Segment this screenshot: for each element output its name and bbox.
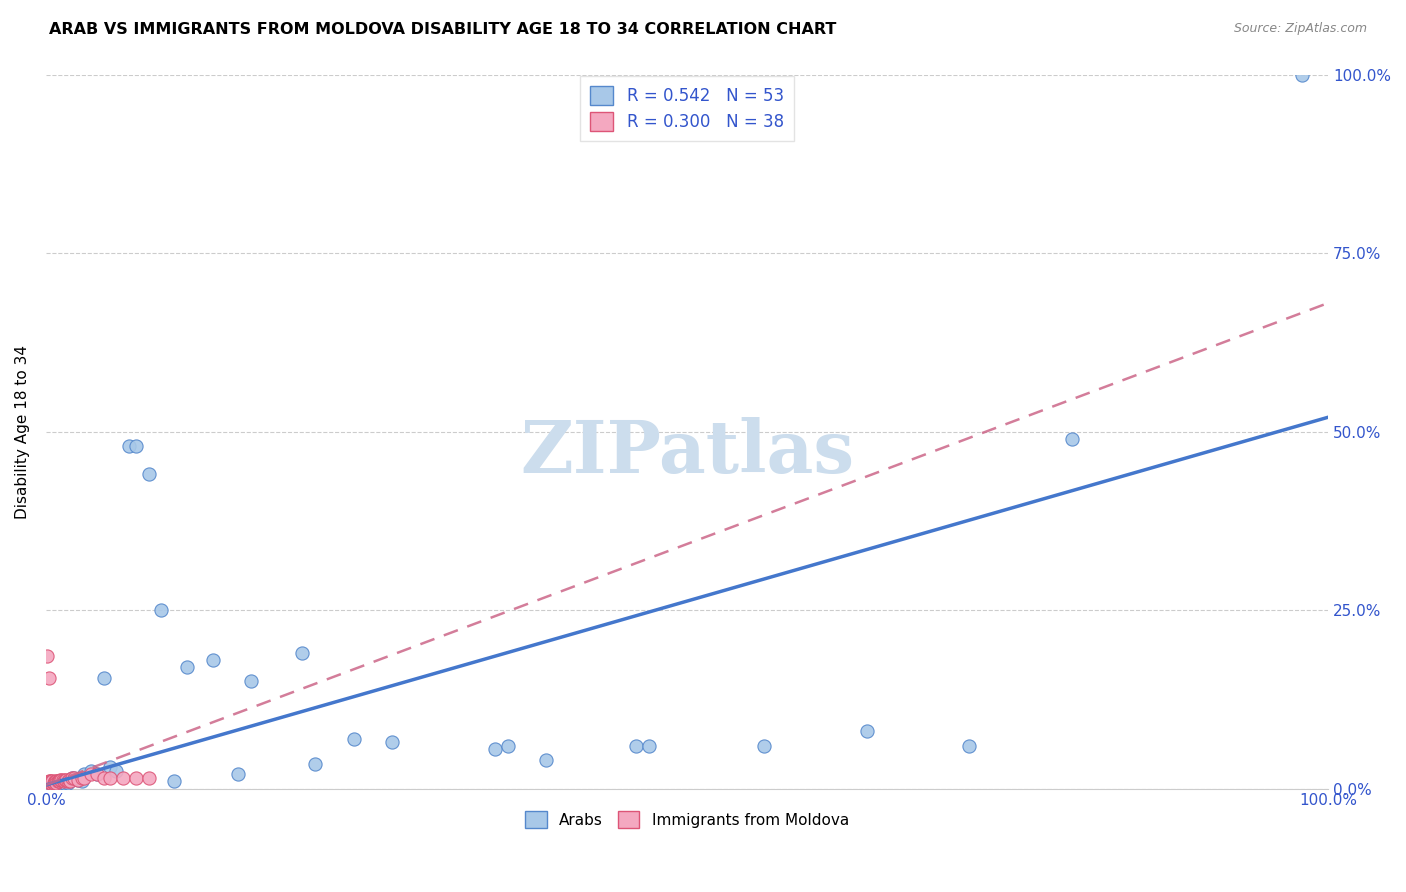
Point <box>55 772 77 787</box>
Point <box>80 764 103 778</box>
Point <box>66 772 89 787</box>
Point <box>60 771 83 785</box>
Point <box>86 767 108 781</box>
Point <box>381 735 404 749</box>
Point <box>41 774 63 789</box>
Point <box>111 771 134 785</box>
Point <box>752 739 775 753</box>
Point <box>58 772 80 787</box>
Point <box>38 774 60 789</box>
Point <box>39 776 62 790</box>
Text: Source: ZipAtlas.com: Source: ZipAtlas.com <box>1233 22 1367 36</box>
Point <box>624 739 647 753</box>
Point <box>118 439 141 453</box>
Point <box>484 742 506 756</box>
Point <box>42 778 65 792</box>
Point <box>52 774 75 789</box>
Point <box>52 774 75 789</box>
Point <box>48 776 70 790</box>
Point <box>38 778 60 792</box>
Point <box>37 649 59 664</box>
Point <box>39 774 62 789</box>
Point <box>38 671 60 685</box>
Point <box>48 774 70 789</box>
Text: ARAB VS IMMIGRANTS FROM MOLDOVA DISABILITY AGE 18 TO 34 CORRELATION CHART: ARAB VS IMMIGRANTS FROM MOLDOVA DISABILI… <box>49 22 837 37</box>
Point <box>73 771 96 785</box>
Point <box>41 775 63 789</box>
Point <box>957 739 980 753</box>
Point <box>105 764 128 778</box>
Point <box>138 771 160 785</box>
Point <box>304 756 326 771</box>
Point <box>176 660 198 674</box>
Point <box>63 771 86 785</box>
Point <box>534 753 557 767</box>
Point <box>125 439 148 453</box>
Point <box>343 731 366 746</box>
Point <box>49 774 72 789</box>
Point <box>66 772 89 787</box>
Point <box>51 772 73 787</box>
Point <box>52 772 75 787</box>
Point <box>150 603 173 617</box>
Point <box>44 774 66 789</box>
Point <box>138 467 160 482</box>
Point <box>63 771 86 785</box>
Point <box>1060 432 1083 446</box>
Point <box>42 776 65 790</box>
Point <box>59 774 82 789</box>
Point <box>70 771 93 785</box>
Y-axis label: Disability Age 18 to 34: Disability Age 18 to 34 <box>15 344 30 518</box>
Point <box>855 724 877 739</box>
Point <box>1291 68 1313 82</box>
Point <box>240 674 263 689</box>
Point <box>46 776 69 790</box>
Point <box>45 774 67 789</box>
Point <box>48 774 70 789</box>
Point <box>44 775 66 789</box>
Point <box>52 776 75 790</box>
Point <box>60 771 83 785</box>
Point <box>98 760 121 774</box>
Point <box>39 779 62 793</box>
Point <box>56 774 79 789</box>
Point <box>58 774 80 789</box>
Point <box>93 771 115 785</box>
Point <box>163 774 186 789</box>
Point <box>80 767 103 781</box>
Point <box>41 777 63 791</box>
Point <box>93 671 115 685</box>
Text: ZIPatlas: ZIPatlas <box>520 417 853 489</box>
Point <box>51 774 73 789</box>
Point <box>38 778 60 792</box>
Point <box>496 739 519 753</box>
Point <box>73 767 96 781</box>
Point <box>53 774 76 789</box>
Point <box>201 653 224 667</box>
Point <box>56 776 79 790</box>
Point <box>44 776 66 790</box>
Point <box>46 777 69 791</box>
Point <box>38 774 60 789</box>
Point <box>226 767 249 781</box>
Legend: Arabs, Immigrants from Moldova: Arabs, Immigrants from Moldova <box>519 805 855 834</box>
Point <box>98 771 121 785</box>
Point <box>70 774 93 789</box>
Point <box>45 776 67 790</box>
Point <box>45 776 67 790</box>
Point <box>125 771 148 785</box>
Point <box>86 767 108 781</box>
Point <box>46 774 69 789</box>
Point <box>44 777 66 791</box>
Point <box>55 774 77 789</box>
Point <box>53 772 76 787</box>
Point <box>48 774 70 789</box>
Point <box>49 772 72 787</box>
Point <box>38 776 60 790</box>
Point <box>291 646 314 660</box>
Point <box>637 739 659 753</box>
